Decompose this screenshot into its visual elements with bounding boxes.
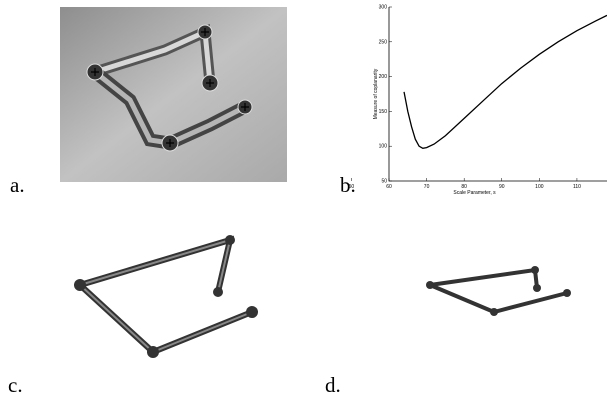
y-axis-label: Measure of coplanarity — [373, 68, 379, 119]
y-tick-label: 200 — [379, 74, 388, 80]
rendering-c — [74, 235, 258, 358]
x-tick-label: 60 — [386, 184, 392, 190]
panel-label: b. — [340, 173, 356, 197]
y-tick-label: 50 — [381, 179, 387, 185]
x-tick-label: 70 — [424, 184, 430, 190]
x-tick-label: 90 — [499, 184, 505, 190]
panel-label: d. — [325, 373, 341, 397]
panel-label: a. — [10, 173, 25, 197]
x-tick-label: 100 — [535, 184, 544, 190]
y-tick-label: 100 — [379, 144, 388, 150]
y-tick-label: 150 — [379, 109, 388, 115]
x-tick-label: 80 — [461, 184, 467, 190]
photo — [60, 7, 287, 182]
x-axis-label: Scale Parameter, s — [453, 190, 496, 196]
axes — [388, 7, 607, 182]
x-tick-label: 50 — [349, 184, 355, 190]
y-tick-label: 300 — [379, 5, 388, 11]
panel-label: c. — [8, 373, 23, 397]
x-tick-label: 110 — [573, 184, 581, 190]
rendering-d — [426, 266, 571, 316]
y-tick-label: 250 — [379, 39, 388, 45]
curve — [403, 14, 607, 149]
